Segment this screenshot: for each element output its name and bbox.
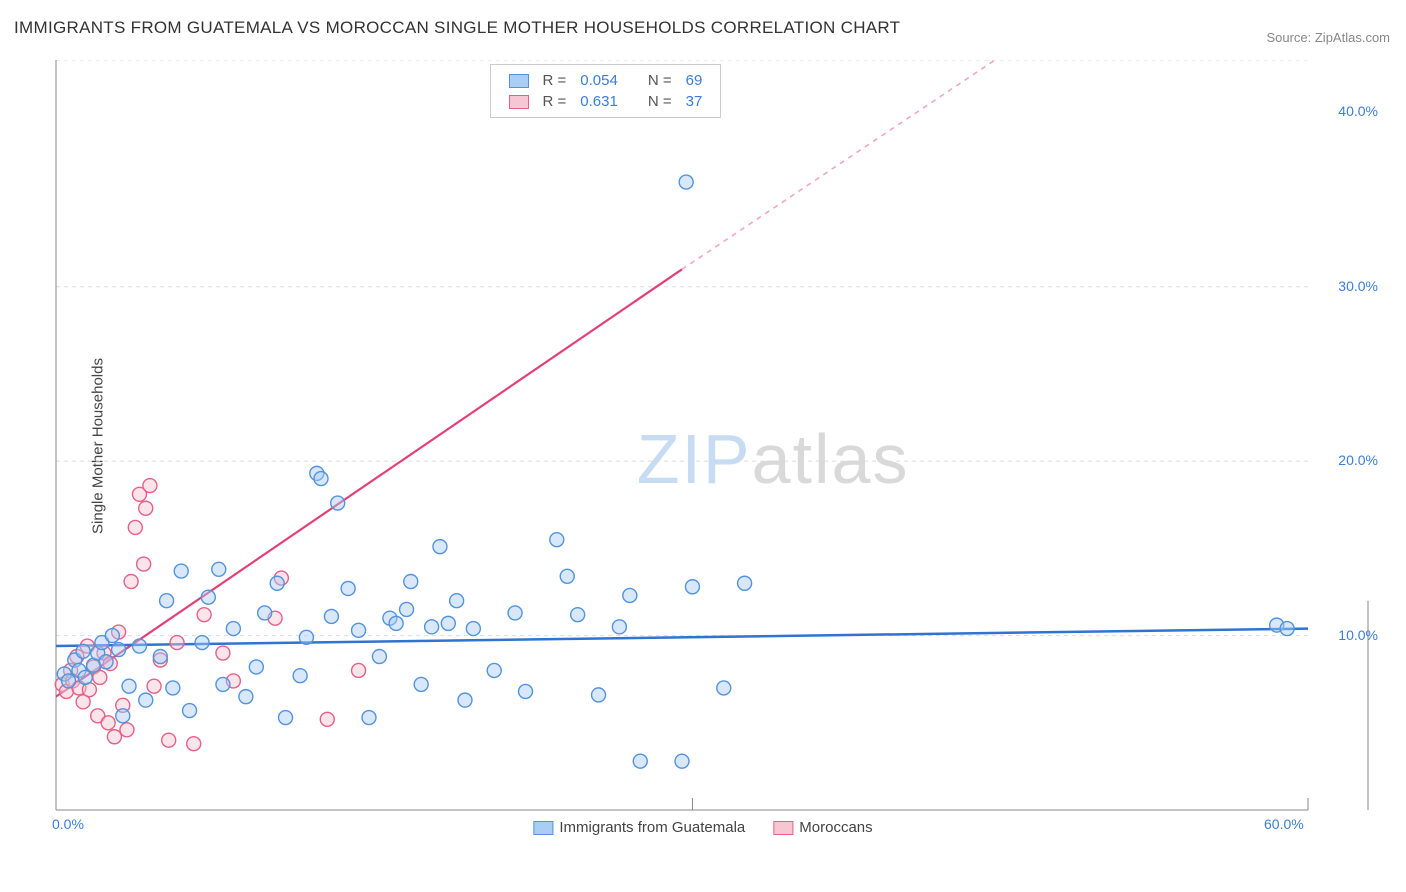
chart-area: ZIPatlas R =0.054N =69R =0.631N =37 10.0… bbox=[48, 60, 1386, 840]
x-axis-legend: Immigrants from Guatemala Moroccans bbox=[533, 819, 900, 836]
y-tick-label: 40.0% bbox=[1338, 103, 1378, 119]
scatter-plot bbox=[48, 60, 1386, 840]
y-tick-label: 20.0% bbox=[1338, 452, 1378, 468]
legend-stats-box: R =0.054N =69R =0.631N =37 bbox=[490, 64, 722, 118]
chart-title: IMMIGRANTS FROM GUATEMALA VS MOROCCAN SI… bbox=[14, 18, 900, 38]
legend-stats-table: R =0.054N =69R =0.631N =37 bbox=[501, 69, 711, 113]
xlegend-item: Immigrants from Guatemala bbox=[533, 819, 745, 836]
x-tick-label: 0.0% bbox=[52, 816, 84, 832]
xlegend-item: Moroccans bbox=[773, 819, 872, 836]
x-tick-label: 60.0% bbox=[1264, 816, 1304, 832]
y-tick-label: 30.0% bbox=[1338, 278, 1378, 294]
y-tick-label: 10.0% bbox=[1338, 627, 1378, 643]
chart-source: Source: ZipAtlas.com bbox=[1266, 30, 1390, 45]
